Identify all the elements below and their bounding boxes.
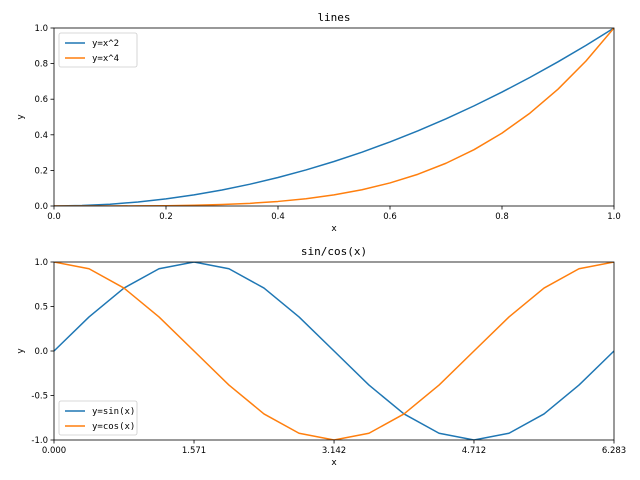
x-tick-label: 4.712 [462,446,486,456]
y-tick-label: 0.0 [34,202,48,212]
chart-title: lines [317,11,350,24]
subplot-2: sin/cos(x) 0.000 1.571 3.142 4.712 6.283 -1.0 -… [16,245,626,468]
x-tick-label: 0.000 [42,446,66,456]
x-tick-label: 0.2 [159,212,173,222]
subplot-1: lines 0.0 0.2 0.4 0.6 0.8 1.0 0.0 0.2 0.4 0.6 0.8 1.… [16,11,621,234]
y-tick-label: 1.0 [34,24,48,34]
axes-frame [53,261,615,441]
x-axis-label: x [331,458,337,468]
legend-label: y=cos(x) [92,422,135,432]
y-axis-label: y [16,348,26,354]
legend: y=sin(x) y=cos(x) [58,400,138,436]
y-tick-label: 0.2 [34,166,48,176]
x-tick-label: 1.0 [607,212,621,222]
y-tick-label: 1.0 [34,258,48,268]
x-tick-label: 0.8 [495,212,509,222]
y-axis-label: y [16,114,26,120]
legend-label: y=x^4 [92,54,119,64]
x-tick-label: 6.283 [602,446,626,456]
chart-title: sin/cos(x) [301,245,367,258]
legend-label: y=x^2 [92,39,119,49]
y-tick-label: -1.0 [31,436,48,446]
series-line-1 [54,262,614,440]
x-tick-label: 1.571 [182,446,206,456]
x-tick-label: 0.6 [383,212,397,222]
axes-frame [53,27,615,207]
legend-label: y=sin(x) [92,407,135,417]
y-tick-label: -0.5 [31,392,48,402]
series-line-2 [54,28,614,206]
y-tick-label: 0.8 [34,60,48,70]
y-tick-label: 0.6 [34,95,48,105]
series-line-2 [54,262,614,440]
x-tick-label: 0.4 [271,212,285,222]
y-tick-label: 0.5 [34,303,48,313]
x-axis-label: x [331,224,337,234]
x-tick-label: 3.142 [322,446,346,456]
y-tick-label: 0.0 [34,347,48,357]
y-tick-label: 0.4 [34,131,48,141]
series-line-1 [54,28,614,206]
legend: y=x^2 y=x^4 [58,32,138,68]
x-tick-label: 0.0 [47,212,61,222]
